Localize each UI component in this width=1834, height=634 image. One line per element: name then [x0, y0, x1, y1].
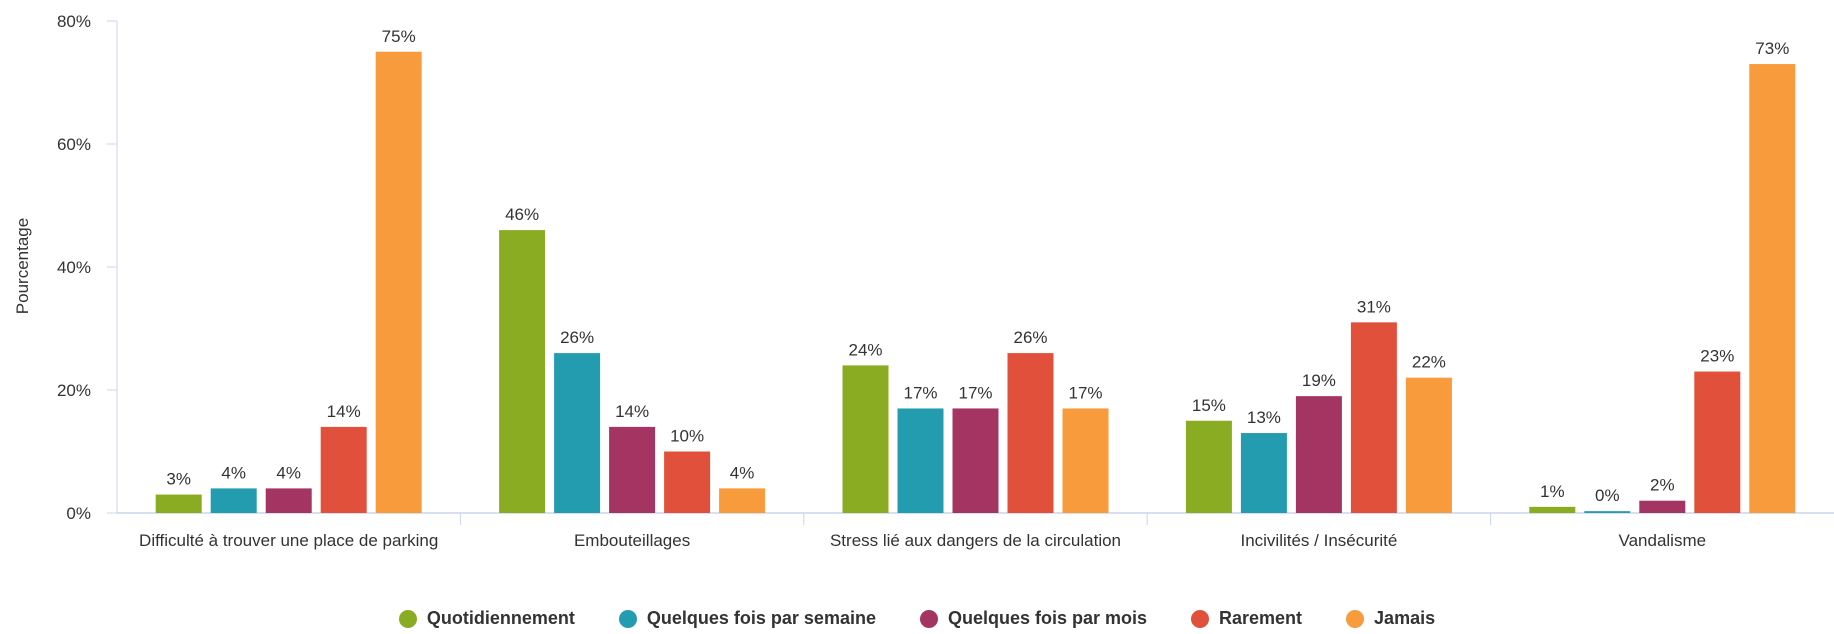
data-label: 75%	[382, 27, 416, 46]
legend-marker	[919, 609, 938, 628]
bar	[499, 230, 546, 513]
legend-label: Jamais	[1374, 608, 1436, 628]
bar	[1749, 64, 1796, 514]
legend-label: Quelques fois par semaine	[646, 608, 876, 628]
data-label: 26%	[560, 328, 594, 347]
legend-item: Quelques fois par semaine	[618, 608, 876, 629]
data-label: 14%	[615, 402, 649, 421]
bar	[265, 488, 312, 513]
data-label: 14%	[327, 402, 361, 421]
data-label: 4%	[276, 463, 301, 482]
bar	[320, 426, 367, 513]
data-label: 2%	[1650, 476, 1675, 495]
legend-item: Jamais	[1346, 608, 1435, 629]
data-label: 17%	[903, 383, 937, 402]
bar	[609, 426, 656, 513]
legend-marker	[1191, 609, 1210, 628]
bar	[1529, 506, 1576, 513]
legend-label: Quotidiennement	[426, 608, 575, 628]
bar	[952, 408, 999, 513]
legend: Quotidiennement Quelques fois par semaine…	[0, 608, 1834, 629]
y-tick-label: 40%	[57, 258, 91, 277]
data-label: 17%	[1068, 383, 1102, 402]
data-label: 26%	[1013, 328, 1047, 347]
bar	[1295, 396, 1342, 513]
bar	[155, 494, 202, 513]
legend-label: Quelques fois par mois	[947, 608, 1148, 628]
y-tick-label: 60%	[57, 135, 91, 154]
y-tick-label: 80%	[57, 12, 91, 31]
x-tick-label: Stress lié aux dangers de la circulation	[829, 531, 1122, 550]
bar	[842, 365, 889, 513]
data-label: 1%	[1540, 482, 1565, 501]
legend-marker	[398, 609, 417, 628]
data-label: 17%	[958, 383, 992, 402]
bar	[210, 488, 257, 513]
data-label: 0%	[1595, 486, 1620, 505]
legend-item: Quelques fois par mois	[919, 608, 1148, 629]
data-label: 4%	[221, 463, 246, 482]
bar	[1350, 322, 1397, 513]
data-label: 13%	[1247, 408, 1281, 427]
y-axis-label: Pourcentage	[13, 218, 32, 314]
data-label: 10%	[670, 427, 704, 446]
data-label: 3%	[166, 470, 191, 489]
bar	[375, 51, 422, 513]
legend-marker	[618, 609, 637, 628]
bar	[1240, 433, 1287, 513]
bar	[554, 353, 601, 513]
data-label: 24%	[848, 340, 882, 359]
bar	[719, 488, 766, 513]
x-tick-label: Vandalisme	[1618, 531, 1707, 550]
data-label: 31%	[1357, 297, 1391, 316]
data-label: 15%	[1192, 396, 1226, 415]
bar	[897, 408, 944, 513]
legend-label: Rarement	[1219, 608, 1303, 628]
legend-marker	[1346, 609, 1365, 628]
legend-item: Rarement	[1191, 608, 1302, 629]
bar	[1694, 371, 1741, 513]
data-label: 22%	[1412, 353, 1446, 372]
data-label: 19%	[1302, 371, 1336, 390]
bar	[1584, 511, 1631, 513]
x-tick-label: Difficulté à trouver une place de parkin…	[139, 531, 439, 550]
data-label: 23%	[1700, 347, 1734, 366]
bar	[1639, 500, 1686, 513]
x-tick-label: Incivilités / Insécurité	[1240, 531, 1398, 550]
legend-item: Quotidiennement	[398, 608, 575, 629]
data-label: 4%	[730, 463, 755, 482]
data-label: 46%	[505, 205, 539, 224]
bar	[1405, 377, 1452, 513]
bar	[1062, 408, 1109, 513]
x-tick-label: Embouteillages	[573, 531, 691, 550]
bar	[1007, 353, 1054, 513]
bar	[664, 451, 711, 513]
y-tick-label: 0%	[66, 504, 91, 523]
data-label: 73%	[1755, 39, 1789, 58]
bar	[1185, 420, 1232, 513]
y-tick-label: 20%	[57, 381, 91, 400]
